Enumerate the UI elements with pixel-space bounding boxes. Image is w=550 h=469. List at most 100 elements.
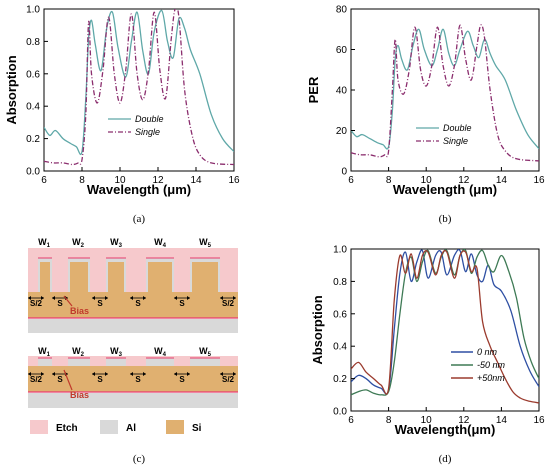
chart-a-series-1-line: [44, 9, 234, 166]
etch-region-bottom: [28, 356, 238, 366]
chart-a-xtick-label: 10: [114, 175, 126, 186]
width-label-top-3: W3: [110, 237, 123, 249]
legend-etch-label: Etch: [56, 423, 78, 434]
chart-a-series-0-line: [44, 9, 234, 156]
spacing-label-top-4: S: [135, 299, 141, 308]
si-pillar-top-3: [108, 262, 124, 292]
legend-si-swatch: [166, 420, 184, 434]
chart-b-xtick-label: 16: [533, 175, 545, 186]
chart-b-legend-single: Single: [443, 136, 468, 146]
si-pillar-top-4: [148, 262, 172, 292]
chart-d-xtick-label: 14: [496, 415, 508, 426]
spacing-label-bottom-5: S: [179, 375, 185, 384]
chart-b-ytick-label: 60: [336, 45, 348, 56]
chart-a-xtick-label: 14: [190, 175, 202, 186]
si-pillar-top-5: [192, 262, 218, 292]
spacing-label-top-1: S/2: [30, 299, 43, 308]
diagram-c-legend: Etch Al Si: [30, 420, 202, 434]
chart-a-ytick-label: 1.0: [26, 5, 40, 16]
spacing-label-bottom-6: S/2: [222, 375, 235, 384]
chart-d-legend-m50nm: -50 nm: [477, 360, 506, 370]
al-pillar-bottom-5: [190, 358, 220, 366]
chart-b-legend: Double Single: [416, 123, 472, 146]
spacing-label-bottom-2: S: [57, 375, 63, 384]
spacing-label-bottom-1: S/2: [30, 375, 43, 384]
spacing-label-bottom-3: S: [97, 375, 103, 384]
chart-b-xtick-label: 8: [386, 175, 392, 186]
spacing-label-top-2: S: [57, 299, 63, 308]
chart-a-legend-double: Double: [135, 114, 164, 124]
al-pillar-bottom-1: [38, 358, 52, 366]
chart-b-ytick-label: 40: [336, 86, 348, 97]
caption-b: (b): [439, 213, 452, 225]
width-label-top-4: W4: [154, 237, 167, 249]
chart-a-plot-frame: [43, 8, 235, 172]
chart-a-xtick-label: 16: [228, 175, 240, 186]
al-layer-bottom: [28, 393, 238, 408]
structure-single: [28, 356, 238, 408]
chart-d-xtick-label: 8: [386, 415, 392, 426]
chart-d-legend-p50nm: +50nm: [477, 373, 505, 383]
structure-double: [28, 248, 238, 333]
chart-b-xtick-label: 14: [496, 175, 508, 186]
width-label-top-5: W5: [199, 237, 212, 249]
legend-si-label: Si: [192, 423, 202, 434]
chart-d-ytick-label: 0.4: [333, 342, 347, 353]
chart-b-xlabel: Wavelength (μm): [393, 182, 497, 197]
chart-d-ytick-label: 0.8: [333, 277, 347, 288]
chart-d-ytick-label: 0.2: [333, 374, 347, 385]
chart-d-xtick-label: 16: [533, 415, 545, 426]
chart-d-xlabel: Wavelength(μm): [395, 422, 496, 437]
chart-d-series-2-line: [351, 249, 539, 404]
si-pillar-top-1: [40, 262, 50, 292]
bias-arrow: [63, 295, 73, 307]
chart-d-ytick-label: 0.0: [333, 407, 347, 418]
chart-d-ylabel: Absorption: [310, 295, 325, 364]
chart-b-xtick-label: 12: [458, 175, 470, 186]
chart-b-series-1-line: [351, 24, 539, 162]
chart-d-xtick-label: 12: [458, 415, 470, 426]
chart-d-xtick-label: 6: [348, 415, 354, 426]
spacing-label-bottom-4: S: [135, 375, 141, 384]
chart-b-ylabel: PER: [306, 76, 321, 103]
width-label-top-2: W2: [72, 237, 85, 249]
al-pillar-bottom-3: [106, 358, 126, 366]
chart-b-xtick-label: 10: [421, 175, 433, 186]
al-layer-top: [28, 319, 238, 333]
chart-d-legend-0nm: 0 nm: [477, 347, 498, 357]
chart-a: 6 8 10 12 14 160.00.20.40.60.81.0 Absorption …: [4, 5, 240, 226]
spacing-label-top-3: S: [97, 299, 103, 308]
si-layer-bottom: [28, 366, 238, 392]
bias-label-top: Bias: [70, 306, 89, 316]
si-pillar-top-2: [70, 262, 88, 292]
chart-d-xtick-label: 10: [421, 415, 433, 426]
width-label-top-1: W1: [38, 237, 51, 249]
chart-b-ytick-label: 20: [336, 126, 348, 137]
chart-a-xtick-label: 6: [41, 175, 47, 186]
chart-a-xtick-label: 12: [152, 175, 164, 186]
chart-d-ytick-label: 1.0: [333, 245, 347, 256]
chart-a-ytick-label: 0.0: [26, 167, 40, 178]
chart-d-series-0-line: [351, 249, 539, 395]
spacing-label-top-5: S: [179, 299, 185, 308]
chart-a-legend-single: Single: [135, 127, 160, 137]
al-pillar-bottom-2: [68, 358, 90, 366]
legend-al-label: Al: [126, 423, 136, 434]
chart-a-ytick-label: 0.4: [26, 102, 40, 113]
chart-a-ytick-label: 0.2: [26, 134, 40, 145]
bias-label-bottom: Bias: [70, 390, 89, 400]
chart-a-ytick-label: 0.8: [26, 37, 40, 48]
bias-arrow: [63, 369, 73, 391]
chart-d: 6 8 10 12 14 160.00.20.40.60.81.0 Absorption …: [310, 245, 545, 466]
al-pillar-bottom-4: [146, 358, 174, 366]
caption-c: (c): [133, 453, 146, 465]
chart-a-legend: Double Single: [108, 114, 164, 137]
chart-a-xtick-label: 8: [79, 175, 85, 186]
chart-b-legend-double: Double: [443, 123, 472, 133]
chart-a-xlabel: Wavelength (μm): [87, 182, 191, 197]
spacing-label-top-6: S/2: [222, 299, 235, 308]
chart-b-ytick-label: 0: [341, 167, 347, 178]
caption-d: (d): [439, 453, 452, 465]
legend-etch-swatch: [30, 420, 48, 434]
